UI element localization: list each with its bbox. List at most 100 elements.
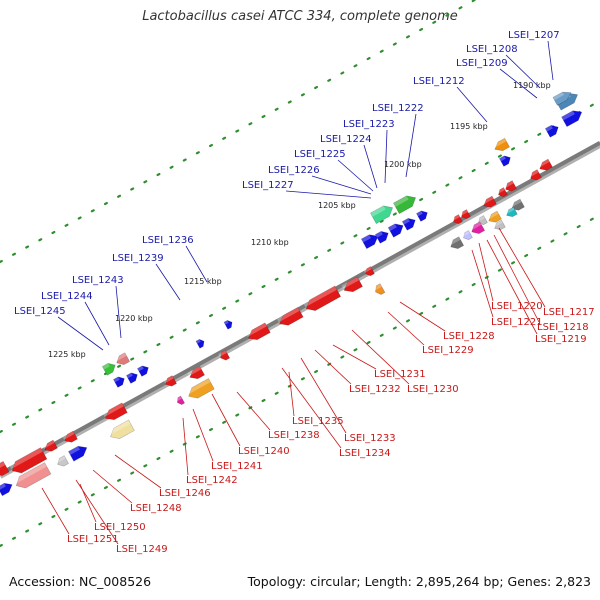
genome-map: 1190 kbp 1195 kbp 1200 kbp 1205 kbp 1210 kbp… (0, 0, 600, 555)
gene-reverse-13 (461, 230, 473, 241)
gene-reverse-22-shine (218, 350, 227, 357)
gene-reverse-5-body (483, 195, 497, 208)
gene-forward-16 (114, 352, 131, 365)
reverse-gene-label: LSEI_1219 (535, 334, 587, 345)
reverse-leader (114, 454, 162, 489)
forward-gene-label: LSEI_1225 (294, 149, 346, 160)
gene-reverse-16 (363, 266, 375, 277)
gene-forward-14-shine (224, 320, 229, 325)
gene-forward-19-body (126, 372, 138, 384)
gene-reverse-34 (0, 460, 10, 476)
reverse-gene-label: LSEI_1251 (67, 534, 119, 545)
gene-reverse-31-body (11, 447, 48, 474)
gene-reverse-34-body (0, 460, 10, 476)
reverse-gene-label: LSEI_1242 (186, 475, 238, 486)
gene-reverse-1-shine (537, 159, 550, 168)
reverse-leader (182, 417, 189, 476)
gene-reverse-19-body (279, 306, 304, 326)
reverse-leader (192, 408, 214, 462)
forward-leader (57, 316, 104, 351)
forward-gene-label: LSEI_1245 (14, 306, 66, 317)
forward-gene-label: LSEI_1208 (466, 44, 518, 55)
forward-leader (155, 263, 181, 301)
reverse-leader (281, 367, 342, 449)
gene-reverse-27-body (104, 402, 128, 421)
gene-forward-10 (387, 223, 404, 238)
gene-reverse-19 (276, 306, 304, 326)
gene-reverse-16-shine (363, 266, 372, 273)
reverse-leader (351, 329, 410, 385)
reverse-gene-label: LSEI_1233 (344, 433, 396, 444)
gene-forward-6-body (370, 205, 394, 224)
gene-reverse-15 (492, 219, 506, 231)
reverse-leader (493, 234, 540, 323)
gene-reverse-13-body (463, 230, 473, 241)
gene-reverse-5-shine (481, 196, 494, 205)
reverse-leader (387, 311, 425, 346)
reverse-gene-label: LSEI_1249 (116, 544, 168, 555)
gene-reverse-24 (163, 375, 177, 387)
gene-forward-20 (137, 365, 149, 377)
reverse-gene-label: LSEI_1228 (443, 331, 495, 342)
gene-reverse-3-body (505, 180, 517, 192)
gene-reverse-7-shine (451, 214, 460, 221)
gene-forward-11-body (401, 218, 416, 231)
gene-reverse-10-body (488, 210, 502, 223)
forward-leader (337, 159, 374, 192)
genome-summary: Topology: circular; Length: 2,895,264 bp… (247, 574, 591, 589)
gene-reverse-3 (503, 180, 517, 192)
gene-forward-12-body (416, 210, 428, 222)
gene-reverse-12-body (471, 221, 486, 234)
gene-forward-13-body (552, 91, 572, 106)
gene-reverse-26-shine (175, 396, 183, 402)
reverse-leader (300, 357, 347, 434)
tick-label: 1220 kbp (115, 314, 153, 323)
gene-reverse-32-body (15, 462, 52, 489)
tick-label: 1225 kbp (48, 350, 86, 359)
gene-forward-9 (374, 231, 389, 244)
gene-reverse-22 (218, 349, 231, 361)
gene-reverse-18-body (305, 285, 342, 311)
gene-reverse-4-shine (496, 187, 505, 194)
gene-reverse-2-body (530, 169, 542, 181)
gene-reverse-33-shine (55, 455, 66, 464)
gene-forward-9-body (374, 231, 389, 244)
gene-forward-21 (68, 445, 88, 462)
gene-reverse-10 (486, 210, 502, 223)
gene-reverse-29-shine (62, 431, 75, 440)
gene-reverse-20-shine (245, 322, 267, 337)
reverse-leader (399, 301, 446, 332)
reverse-gene-label: LSEI_1240 (238, 446, 290, 457)
forward-gene-label: LSEI_1244 (41, 291, 93, 302)
reverse-leader (471, 249, 494, 318)
gene-reverse-7-body (453, 214, 463, 225)
gene-reverse-14-shine (448, 236, 461, 246)
forward-leader (547, 40, 554, 81)
gene-reverse-19-shine (276, 307, 300, 323)
gene-forward-8-body (360, 234, 379, 250)
gene-reverse-28 (107, 419, 135, 439)
gene-forward-21-shine (68, 446, 80, 455)
gene-reverse-2-shine (528, 169, 539, 178)
gene-reverse-21-body (375, 283, 386, 295)
gene-forward-19-shine (126, 372, 133, 379)
gene-reverse-13-shine (461, 230, 470, 237)
gene-reverse-9-shine (504, 207, 515, 215)
gene-forward-7-body (393, 195, 417, 214)
gene-reverse-28-body (110, 419, 135, 439)
reverse-leader (41, 487, 70, 535)
gene-forward-6 (370, 205, 394, 224)
gene-forward-17-body (101, 363, 116, 376)
gene-forward-13 (552, 91, 572, 106)
gene-reverse-25-shine (185, 378, 211, 395)
reverse-gene-label: LSEI_1235 (292, 416, 344, 427)
gene-forward-7 (393, 195, 417, 214)
tick-label: 1210 kbp (251, 238, 289, 247)
gene-reverse-9 (504, 206, 518, 218)
gene-forward-14 (223, 319, 233, 330)
gene-reverse-16-body (365, 266, 375, 277)
gene-forward-20-shine (137, 365, 144, 372)
reverse-gene-label: LSEI_1231 (374, 369, 426, 380)
gene-reverse-27 (102, 402, 128, 421)
